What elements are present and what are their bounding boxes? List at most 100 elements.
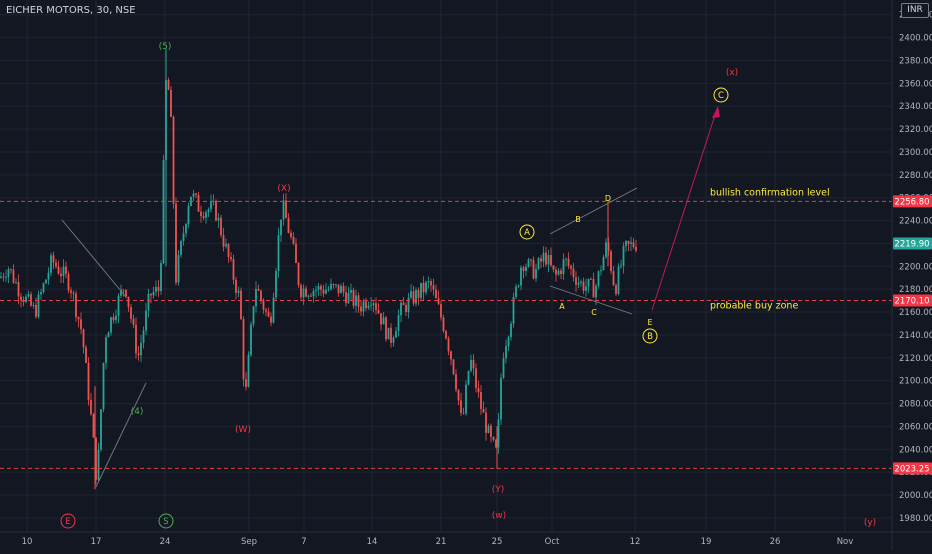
candle-body [435, 289, 437, 299]
candle-body [227, 244, 230, 257]
candle-body [297, 262, 300, 286]
candle-body [40, 291, 42, 295]
candle-body [287, 218, 290, 233]
candle-body [267, 311, 270, 317]
candle-body [47, 272, 50, 280]
wave-label: B [647, 332, 653, 342]
candle-body [182, 233, 185, 242]
candle-body [432, 285, 435, 290]
candle-body [500, 377, 502, 420]
candle-body [565, 258, 567, 260]
price-tick-label: 2040.00 [899, 445, 932, 455]
candle-body [447, 338, 450, 352]
candle-body [30, 294, 32, 306]
price-tick-label: 1980.00 [899, 514, 932, 524]
candle-body [5, 276, 7, 278]
candle-body [475, 368, 477, 388]
wave-label: C [718, 91, 724, 101]
candle-body [25, 296, 27, 302]
candle-body [430, 281, 432, 286]
candle-body [147, 293, 150, 311]
candle-body [365, 301, 367, 309]
candle-body [250, 324, 252, 355]
candle-body [27, 294, 30, 297]
time-tick-label: 25 [492, 537, 503, 547]
drawings [61, 106, 720, 488]
candle-body [315, 289, 317, 291]
candle-body [2, 276, 5, 278]
candle-body [117, 295, 120, 316]
candle-body [477, 387, 480, 393]
candle-body [172, 116, 175, 204]
candle-body [575, 277, 577, 285]
candle-body [372, 303, 375, 305]
candle-body [167, 80, 170, 90]
candle-body [492, 437, 495, 440]
price-tick-label: 2180.00 [899, 285, 932, 295]
candle-body [207, 209, 210, 212]
candle-body [237, 290, 240, 293]
candle-body [45, 279, 47, 284]
candle-body [105, 337, 107, 363]
candle-body [122, 289, 125, 291]
price-tag-text: 2219.90 [894, 240, 929, 250]
time-tick-label: Nov [837, 537, 854, 547]
candle-body [77, 317, 80, 320]
candle-body [215, 200, 217, 221]
candle-body [217, 217, 220, 221]
candle-body [402, 302, 405, 306]
candle-body [627, 240, 630, 244]
candle-body [460, 400, 462, 413]
projection-arrowhead [712, 106, 720, 118]
wave-labels: (5) (4) E S (W) (X) (Y) (w) (x) (y) A B C A B C D E [60, 42, 876, 529]
currency-button[interactable]: INR [901, 3, 929, 18]
trendline [61, 219, 127, 298]
candle-body [37, 294, 40, 317]
candle-body [90, 399, 92, 415]
candle-body [620, 265, 622, 267]
price-tick-label: 2400.00 [899, 34, 932, 44]
candle-body [445, 331, 447, 339]
candle-body [350, 290, 352, 293]
candle-body [557, 270, 560, 275]
candle-body [115, 315, 117, 321]
wave-label: B [575, 215, 581, 224]
price-tag-text: 2023.25 [894, 464, 929, 474]
candle-body [522, 267, 525, 271]
candle-body [410, 291, 412, 298]
candle-body [422, 282, 425, 293]
candle-body [357, 295, 360, 307]
candle-body [630, 242, 632, 244]
candle-body [375, 303, 377, 310]
candle-body [242, 319, 245, 380]
candle-body [400, 302, 402, 316]
candle-body [507, 337, 510, 347]
candle-body [495, 439, 497, 448]
wave-label: (X) [277, 184, 290, 194]
candle-body [632, 242, 635, 248]
price-tick-label: 2340.00 [899, 102, 932, 112]
candle-body [275, 270, 277, 298]
wave-circle [519, 224, 535, 240]
candle-body [67, 273, 70, 291]
candle-body [75, 293, 77, 318]
candle-body [370, 304, 372, 306]
candle-body [390, 327, 392, 343]
wave-label: (y) [864, 518, 876, 528]
candle-body [127, 296, 130, 308]
candle-body [440, 304, 442, 318]
candle-body [135, 324, 137, 354]
candle-body [515, 286, 517, 297]
triangle-lower-line [549, 285, 633, 315]
candle-body [505, 346, 507, 359]
wave-label: (Y) [492, 485, 505, 495]
candle-body [367, 305, 370, 309]
candle-body [622, 246, 625, 266]
candle-body [542, 252, 545, 262]
candle-body [355, 295, 357, 306]
price-tag [893, 237, 932, 250]
level-text: bullish confirmation level [710, 187, 830, 198]
projection-arrow [651, 111, 717, 311]
